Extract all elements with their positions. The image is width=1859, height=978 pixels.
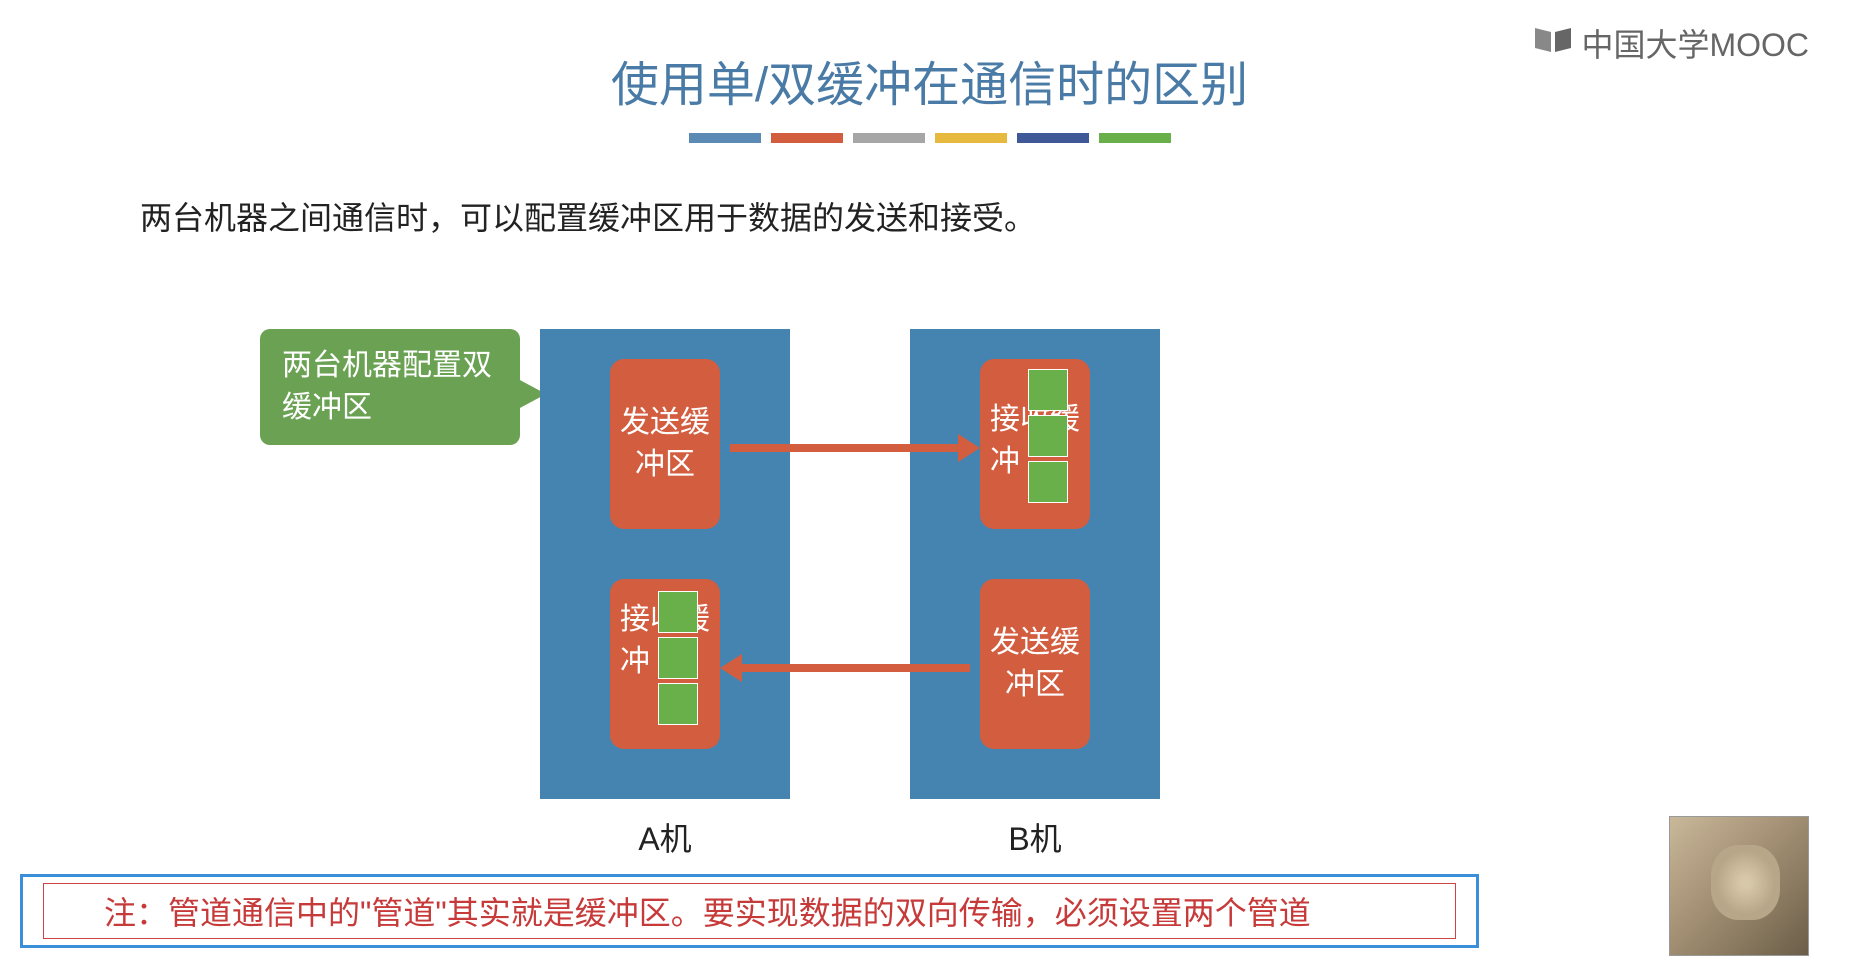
- data-block: [1028, 415, 1068, 457]
- logo-text: 中国大学MOOC: [1581, 20, 1809, 66]
- data-block: [658, 683, 698, 725]
- data-block: [658, 637, 698, 679]
- callout-bubble: 两台机器配置双缓冲区: [260, 329, 520, 445]
- underline-segment: [1017, 133, 1089, 143]
- mooc-logo: 中国大学MOOC: [1533, 20, 1809, 66]
- arrow-a-to-b: [730, 444, 960, 452]
- webcam-thumbnail: [1669, 816, 1809, 956]
- buffer-diagram: 两台机器配置双缓冲区 发送缓冲区 接收缓冲 接收缓冲 发送缓冲区 A机 B机: [260, 329, 1260, 849]
- underline-segment: [935, 133, 1007, 143]
- machine-a-send-buffer: 发送缓冲区: [610, 359, 720, 529]
- book-icon: [1533, 24, 1573, 62]
- machine-a-box: 发送缓冲区 接收缓冲: [540, 329, 790, 799]
- note-text: 注：管道通信中的"管道"其实就是缓冲区。要实现数据的双向传输，必须设置两个管道: [43, 883, 1456, 939]
- machine-b-box: 接收缓冲 发送缓冲区: [910, 329, 1160, 799]
- underline-segment: [853, 133, 925, 143]
- arrow-head-icon: [720, 654, 742, 682]
- data-block: [1028, 461, 1068, 503]
- arrow-head-icon: [958, 434, 980, 462]
- arrow-b-to-a: [740, 664, 970, 672]
- intro-text: 两台机器之间通信时，可以配置缓冲区用于数据的发送和接受。: [140, 193, 1859, 239]
- note-box: 注：管道通信中的"管道"其实就是缓冲区。要实现数据的双向传输，必须设置两个管道: [20, 874, 1479, 948]
- machine-a-label: A机: [540, 814, 790, 860]
- data-block: [1028, 369, 1068, 411]
- underline-segment: [689, 133, 761, 143]
- machine-b-label: B机: [910, 814, 1160, 860]
- machine-b-send-buffer: 发送缓冲区: [980, 579, 1090, 749]
- title-underline: [0, 133, 1859, 143]
- underline-segment: [1099, 133, 1171, 143]
- data-block: [658, 591, 698, 633]
- underline-segment: [771, 133, 843, 143]
